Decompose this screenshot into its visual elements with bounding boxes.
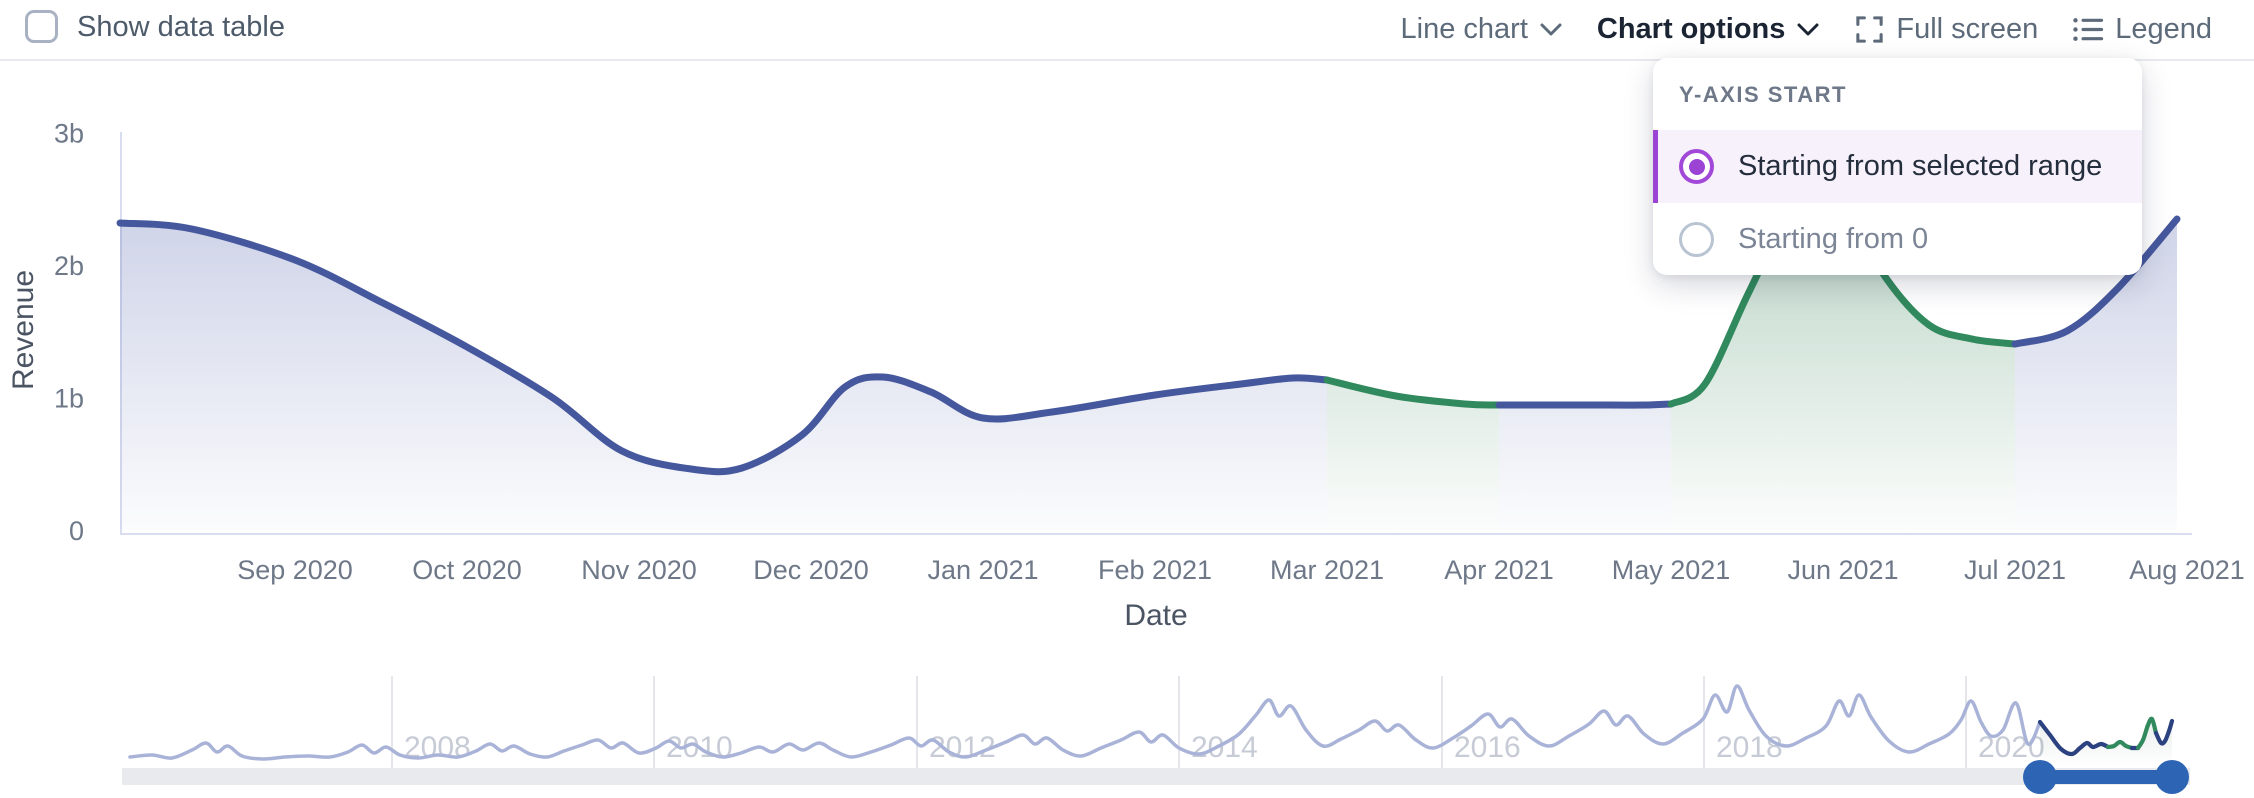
x-tick-label: Dec 2020 bbox=[753, 555, 869, 585]
header-divider bbox=[0, 59, 2254, 61]
brush-handle-right[interactable] bbox=[2155, 760, 2189, 794]
fullscreen-icon bbox=[1856, 16, 1884, 43]
year-label: 2014 bbox=[1191, 731, 1258, 764]
year-label: 2018 bbox=[1716, 731, 1783, 764]
chart-options-label: Chart options bbox=[1596, 13, 1786, 45]
x-tick-label: Jun 2021 bbox=[1787, 555, 1898, 585]
x-tick-label: Apr 2021 bbox=[1444, 555, 1554, 585]
green-line-segment bbox=[1323, 376, 1503, 409]
x-tick-label: Mar 2021 bbox=[1270, 555, 1384, 585]
overview-line-selected-green bbox=[2135, 716, 2159, 751]
option-starting-from-selected-range[interactable]: Starting from selected range bbox=[1653, 130, 2142, 203]
full-screen-label: Full screen bbox=[1896, 13, 2039, 45]
x-tick-label: Feb 2021 bbox=[1098, 555, 1212, 585]
x-tick-label: Nov 2020 bbox=[581, 555, 697, 585]
radio-unselected-icon[interactable] bbox=[1679, 222, 1714, 257]
x-tick-label: May 2021 bbox=[1612, 555, 1731, 585]
option-starting-from-zero[interactable]: Starting from 0 bbox=[1653, 203, 2142, 275]
option-label: Starting from 0 bbox=[1738, 223, 1929, 255]
brush-track bbox=[122, 768, 2190, 785]
brush-selection-bar[interactable] bbox=[2040, 770, 2172, 784]
brush-handle-left[interactable] bbox=[2023, 760, 2057, 794]
radio-selected-icon[interactable] bbox=[1679, 149, 1714, 184]
blue-area-fill bbox=[1499, 404, 1671, 530]
x-tick-label: Aug 2021 bbox=[2129, 555, 2245, 585]
x-tick-label: Sep 2020 bbox=[237, 555, 353, 585]
year-label: 2016 bbox=[1454, 731, 1521, 764]
overview-line-selected-green bbox=[2105, 739, 2135, 751]
blue-area-fill bbox=[2015, 219, 2177, 530]
option-label: Starting from selected range bbox=[1738, 150, 2103, 182]
year-label: 2012 bbox=[929, 731, 996, 764]
y-axis-start-heading: Y-AXIS START bbox=[1679, 82, 1847, 107]
show-data-table-label: Show data table bbox=[77, 11, 285, 43]
show-data-table-checkbox[interactable] bbox=[25, 10, 58, 43]
legend-button[interactable]: Legend bbox=[2072, 13, 2212, 46]
legend-icon bbox=[2073, 18, 2104, 41]
x-tick-label: Jul 2021 bbox=[1964, 555, 2066, 585]
y-tick-label: 1b bbox=[54, 384, 84, 414]
chart-options-menu: Y-AXIS START Starting from selected rang… bbox=[1653, 58, 2142, 275]
overview-line-selected-navy bbox=[2037, 719, 2111, 757]
y-tick-label: 3b bbox=[54, 119, 84, 149]
chart-toolbar: Line chart Chart options Full screen bbox=[1401, 0, 2212, 59]
x-tick-label: Oct 2020 bbox=[412, 555, 522, 585]
overview-brush-chart[interactable]: 2008 2010 2012 2014 2016 2018 2020 bbox=[122, 676, 2190, 785]
blue-line-segment bbox=[116, 219, 1331, 476]
blue-line-segment bbox=[2011, 215, 2181, 348]
blue-area-fill bbox=[120, 223, 1327, 530]
x-tick-label: Jan 2021 bbox=[927, 555, 1038, 585]
overview-line-selected-navy bbox=[2153, 718, 2175, 746]
chevron-down-icon bbox=[1540, 23, 1562, 36]
y-tick-label: 2b bbox=[54, 251, 84, 281]
overview-line-unselected bbox=[128, 684, 2042, 761]
chart-options-dropdown[interactable]: Chart options bbox=[1597, 13, 1821, 46]
green-area-fill bbox=[1327, 380, 1499, 530]
green-area-fill bbox=[1671, 187, 2015, 530]
full-screen-button[interactable]: Full screen bbox=[1854, 13, 2038, 46]
legend-label: Legend bbox=[2115, 13, 2212, 45]
blue-line-segment bbox=[1495, 400, 1675, 409]
chart-type-dropdown[interactable]: Line chart bbox=[1401, 13, 1563, 46]
revenue-line-chart: 0 1b 2b 3b Sep 2020 Oct 2020 Nov 2020 Dec 2020 J… bbox=[54, 119, 2245, 586]
chevron-down-icon bbox=[1797, 23, 1819, 36]
chart-type-label: Line chart bbox=[1400, 13, 1528, 45]
x-axis-title: Date bbox=[1124, 599, 1188, 632]
y-tick-label: 0 bbox=[69, 516, 84, 546]
